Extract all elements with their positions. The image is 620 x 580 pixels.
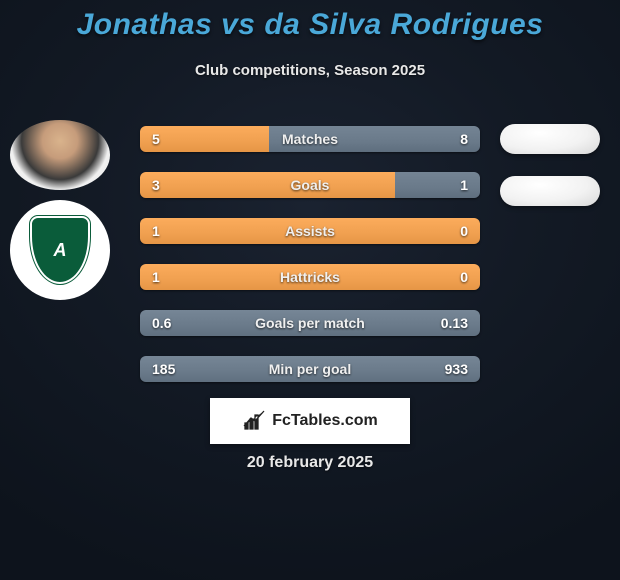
player2-pill bbox=[500, 176, 600, 206]
stat-bar: 5Matches8 bbox=[140, 126, 480, 152]
stat-label: Assists bbox=[140, 218, 480, 244]
brand-badge: FcTables.com bbox=[210, 398, 410, 444]
stat-bar: 1Hattricks0 bbox=[140, 264, 480, 290]
stat-label: Hattricks bbox=[140, 264, 480, 290]
stat-label: Matches bbox=[140, 126, 480, 152]
player1-avatar bbox=[10, 120, 110, 190]
stat-value-right: 0 bbox=[460, 218, 468, 244]
brand-text: FcTables.com bbox=[272, 412, 378, 430]
comparison-title: Jonathas vs da Silva Rodrigues bbox=[0, 8, 620, 42]
stat-bars: 5Matches83Goals11Assists01Hattricks00.6G… bbox=[140, 126, 480, 382]
stat-value-right: 0.13 bbox=[441, 310, 468, 336]
stat-bar: 3Goals1 bbox=[140, 172, 480, 198]
club-crest-icon: A bbox=[30, 216, 90, 284]
stat-bar: 1Assists0 bbox=[140, 218, 480, 244]
brand-chart-icon bbox=[242, 409, 266, 433]
stat-bar: 185Min per goal933 bbox=[140, 356, 480, 382]
player2-avatar: A bbox=[10, 200, 110, 300]
stat-bar: 0.6Goals per match0.13 bbox=[140, 310, 480, 336]
stat-label: Min per goal bbox=[140, 356, 480, 382]
comparison-subtitle: Club competitions, Season 2025 bbox=[0, 62, 620, 79]
player1-pill bbox=[500, 124, 600, 154]
stat-label: Goals bbox=[140, 172, 480, 198]
snapshot-date: 20 february 2025 bbox=[0, 454, 620, 472]
stat-label: Goals per match bbox=[140, 310, 480, 336]
stat-value-right: 1 bbox=[460, 172, 468, 198]
stat-value-right: 933 bbox=[445, 356, 468, 382]
stat-value-right: 0 bbox=[460, 264, 468, 290]
stat-value-right: 8 bbox=[460, 126, 468, 152]
